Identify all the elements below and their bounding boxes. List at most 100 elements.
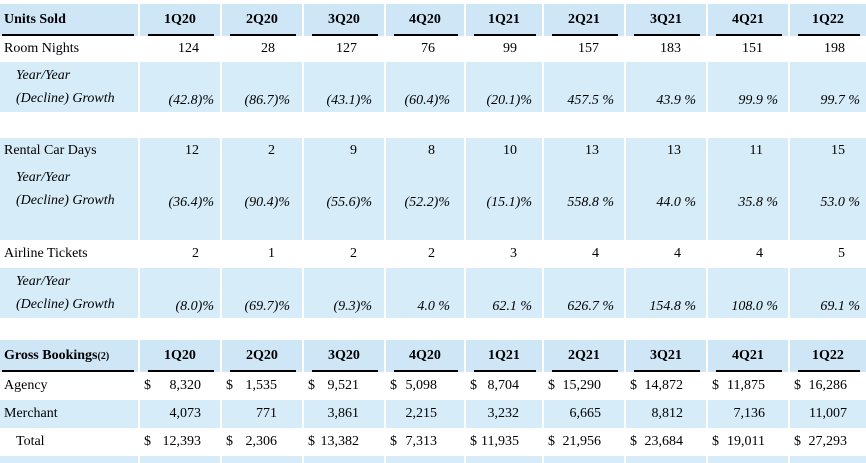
column-divider bbox=[706, 164, 708, 214]
header-underline bbox=[312, 370, 378, 372]
quarter-header-2Q20: 2Q20 bbox=[246, 12, 278, 27]
amount-value: 5,098 bbox=[405, 378, 438, 393]
quarter-header-1Q20: 1Q20 bbox=[164, 12, 196, 27]
value-cell: 13 bbox=[585, 143, 599, 158]
growth-label-line2: (Decline) Growth bbox=[16, 91, 115, 106]
amount-cell: $12,393 bbox=[144, 428, 201, 456]
value-cell: 8 bbox=[428, 143, 435, 158]
value-cell: 15 bbox=[831, 143, 845, 158]
column-divider bbox=[542, 372, 544, 400]
section-header-label: Gross Bookings (2) bbox=[4, 340, 134, 372]
growth-value: 154.8 % bbox=[649, 299, 696, 314]
value-cell: 1 bbox=[268, 246, 275, 261]
room-nights-growth-row: Year/Year (Decline) Growth (42.8)% (86.7)% (… bbox=[0, 62, 866, 112]
amount-value: 3,232 bbox=[487, 406, 520, 421]
amount-value: 21,956 bbox=[562, 434, 602, 449]
column-divider bbox=[302, 240, 304, 268]
column-divider bbox=[384, 36, 386, 62]
header-underline bbox=[148, 370, 214, 372]
growth-label-line1: Year/Year bbox=[16, 170, 71, 185]
header-underline bbox=[2, 34, 134, 36]
value-cell: 12 bbox=[185, 143, 199, 158]
units-sold-header: Units Sold 1Q20 2Q20 3Q20 4Q20 1Q21 2Q21 3Q21 4Q… bbox=[0, 4, 866, 36]
currency-symbol: $ bbox=[794, 434, 801, 449]
column-divider bbox=[384, 240, 386, 268]
section-header-text: Units Sold bbox=[4, 12, 66, 27]
growth-value: 99.7 % bbox=[820, 93, 860, 108]
growth-label: Year/Year (Decline) Growth bbox=[16, 62, 141, 112]
column-divider bbox=[788, 4, 790, 36]
rental-car-days-growth-row: Year/Year (Decline) Growth (36.4)% (90.4)% (… bbox=[0, 164, 866, 214]
column-divider bbox=[220, 372, 222, 400]
column-divider bbox=[788, 214, 790, 240]
column-divider bbox=[788, 138, 790, 164]
column-divider bbox=[788, 400, 790, 428]
room-nights-row: Room Nights 124 28 127 76 99 157 183 151 198 bbox=[0, 36, 866, 62]
header-underline bbox=[716, 34, 782, 36]
column-divider bbox=[138, 456, 140, 463]
column-divider bbox=[706, 4, 708, 36]
column-divider bbox=[220, 214, 222, 240]
row-label: Airline Tickets bbox=[4, 246, 88, 261]
column-divider bbox=[542, 240, 544, 268]
column-divider bbox=[384, 4, 386, 36]
header-underline bbox=[474, 370, 536, 372]
header-underline bbox=[552, 34, 618, 36]
column-divider bbox=[624, 138, 626, 164]
amount-cell: $11,875 bbox=[712, 372, 765, 400]
column-divider bbox=[464, 164, 466, 214]
column-divider bbox=[788, 372, 790, 400]
column-divider bbox=[624, 62, 626, 112]
column-divider bbox=[542, 268, 544, 318]
growth-value: (60.4)% bbox=[404, 93, 451, 108]
growth-value: 457.5 % bbox=[567, 93, 614, 108]
spacer-row bbox=[0, 456, 866, 463]
quarter-header-3Q21: 3Q21 bbox=[650, 348, 682, 363]
currency-symbol: $ bbox=[548, 378, 555, 393]
header-underline bbox=[798, 370, 860, 372]
header-underline bbox=[798, 34, 860, 36]
amount-value: 2,215 bbox=[405, 406, 438, 421]
value-cell: 5 bbox=[838, 246, 845, 261]
column-divider bbox=[302, 428, 304, 456]
amount-value: 771 bbox=[256, 406, 277, 421]
header-underline bbox=[148, 34, 214, 36]
amount-value: 8,320 bbox=[169, 378, 202, 393]
amount-value: 13,382 bbox=[320, 434, 360, 449]
growth-value: (9.3)% bbox=[333, 299, 373, 314]
value-cell: 4 bbox=[592, 246, 599, 261]
growth-label-line1: Year/Year bbox=[16, 274, 71, 289]
column-divider bbox=[706, 138, 708, 164]
spacer-row bbox=[0, 112, 866, 138]
column-divider bbox=[542, 4, 544, 36]
growth-value: (55.6)% bbox=[326, 195, 373, 210]
amount-value: 15,290 bbox=[562, 378, 602, 393]
column-divider bbox=[624, 164, 626, 214]
amount-value: 27,293 bbox=[808, 434, 848, 449]
header-underline bbox=[312, 34, 378, 36]
column-divider bbox=[464, 36, 466, 62]
amount-value: 11,875 bbox=[727, 378, 765, 393]
header-underline bbox=[230, 370, 296, 372]
header-underline bbox=[394, 370, 458, 372]
column-divider bbox=[220, 36, 222, 62]
amount-value: 9,521 bbox=[327, 378, 360, 393]
column-divider bbox=[384, 400, 386, 428]
quarter-header-1Q22: 1Q22 bbox=[812, 348, 844, 363]
value-cell: 157 bbox=[578, 41, 599, 56]
currency-symbol: $ bbox=[712, 434, 719, 449]
column-divider bbox=[302, 4, 304, 36]
value-cell: 4 bbox=[674, 246, 681, 261]
growth-value: 626.7 % bbox=[567, 299, 614, 314]
column-divider bbox=[788, 340, 790, 372]
growth-label-line1: Year/Year bbox=[16, 68, 71, 83]
quarter-header-4Q21: 4Q21 bbox=[732, 348, 764, 363]
currency-symbol: $ bbox=[470, 378, 477, 393]
growth-value: 62.1 % bbox=[492, 299, 532, 314]
quarter-header-1Q22: 1Q22 bbox=[812, 12, 844, 27]
amount-value: 7,313 bbox=[405, 434, 438, 449]
amount-value: 8,704 bbox=[487, 378, 520, 393]
column-divider bbox=[706, 372, 708, 400]
row-label: Room Nights bbox=[4, 41, 80, 56]
spacer-row bbox=[0, 214, 866, 240]
